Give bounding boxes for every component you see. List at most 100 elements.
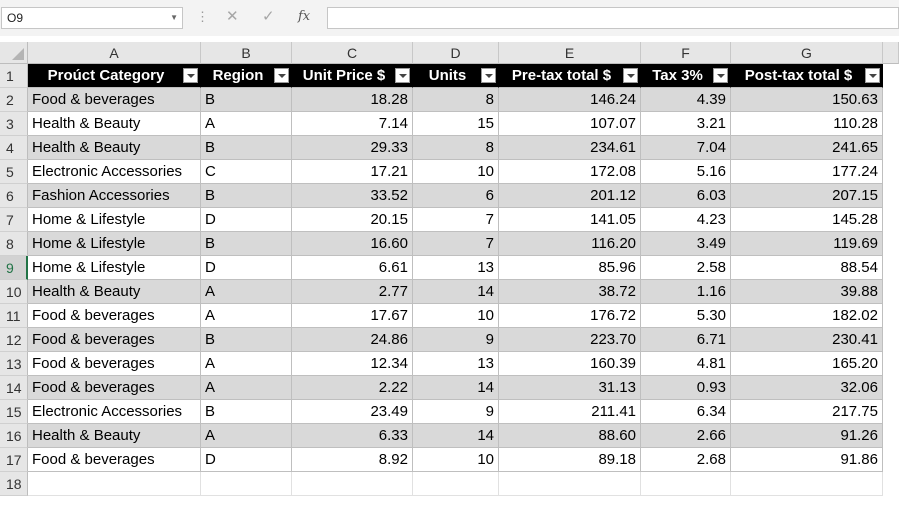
table-cell[interactable]: 176.72: [499, 304, 641, 328]
table-cell[interactable]: 223.70: [499, 328, 641, 352]
table-cell[interactable]: Home & Lifestyle: [28, 232, 201, 256]
column-header-d[interactable]: D: [413, 42, 499, 64]
table-cell[interactable]: 107.07: [499, 112, 641, 136]
cancel-icon[interactable]: ✕: [226, 8, 239, 25]
table-header-cell[interactable]: Tax 3%: [641, 64, 731, 88]
row-header-3[interactable]: 3: [0, 112, 28, 136]
filter-dropdown-icon[interactable]: [623, 68, 638, 83]
table-cell[interactable]: 6: [413, 184, 499, 208]
table-cell[interactable]: Food & beverages: [28, 448, 201, 472]
table-cell[interactable]: 17.67: [292, 304, 413, 328]
select-all-corner[interactable]: [0, 42, 28, 64]
table-cell[interactable]: 5.16: [641, 160, 731, 184]
table-cell[interactable]: D: [201, 208, 292, 232]
table-cell[interactable]: B: [201, 232, 292, 256]
table-cell[interactable]: Food & beverages: [28, 304, 201, 328]
table-cell[interactable]: A: [201, 112, 292, 136]
table-cell[interactable]: Food & beverages: [28, 352, 201, 376]
filter-dropdown-icon[interactable]: [713, 68, 728, 83]
table-cell[interactable]: C: [201, 160, 292, 184]
table-cell[interactable]: 14: [413, 424, 499, 448]
table-cell[interactable]: 150.63: [731, 88, 883, 112]
empty-cell[interactable]: [292, 472, 413, 496]
table-cell[interactable]: 10: [413, 448, 499, 472]
table-cell[interactable]: 207.15: [731, 184, 883, 208]
table-cell[interactable]: 24.86: [292, 328, 413, 352]
table-cell[interactable]: Health & Beauty: [28, 280, 201, 304]
table-cell[interactable]: Food & beverages: [28, 376, 201, 400]
table-cell[interactable]: 6.03: [641, 184, 731, 208]
empty-cell[interactable]: [499, 472, 641, 496]
table-cell[interactable]: 1.16: [641, 280, 731, 304]
table-cell[interactable]: 13: [413, 352, 499, 376]
table-cell[interactable]: 33.52: [292, 184, 413, 208]
table-cell[interactable]: 217.75: [731, 400, 883, 424]
table-cell[interactable]: 23.49: [292, 400, 413, 424]
column-header-g[interactable]: G: [731, 42, 883, 64]
table-cell[interactable]: 6.61: [292, 256, 413, 280]
table-cell[interactable]: Food & beverages: [28, 328, 201, 352]
table-cell[interactable]: 160.39: [499, 352, 641, 376]
table-cell[interactable]: 39.88: [731, 280, 883, 304]
table-cell[interactable]: 201.12: [499, 184, 641, 208]
row-header-6[interactable]: 6: [0, 184, 28, 208]
table-cell[interactable]: 14: [413, 376, 499, 400]
row-header-2[interactable]: 2: [0, 88, 28, 112]
row-header-15[interactable]: 15: [0, 400, 28, 424]
table-cell[interactable]: 110.28: [731, 112, 883, 136]
table-cell[interactable]: 20.15: [292, 208, 413, 232]
table-cell[interactable]: A: [201, 424, 292, 448]
column-header-b[interactable]: B: [201, 42, 292, 64]
row-header-13[interactable]: 13: [0, 352, 28, 376]
table-cell[interactable]: B: [201, 184, 292, 208]
table-cell[interactable]: A: [201, 304, 292, 328]
row-header-5[interactable]: 5: [0, 160, 28, 184]
table-cell[interactable]: 91.26: [731, 424, 883, 448]
table-cell[interactable]: Health & Beauty: [28, 136, 201, 160]
table-cell[interactable]: 16.60: [292, 232, 413, 256]
table-cell[interactable]: Food & beverages: [28, 88, 201, 112]
table-cell[interactable]: D: [201, 448, 292, 472]
column-header-f[interactable]: F: [641, 42, 731, 64]
empty-cell[interactable]: [201, 472, 292, 496]
table-cell[interactable]: 9: [413, 400, 499, 424]
insert-function-icon[interactable]: fx: [298, 9, 311, 24]
table-cell[interactable]: 32.06: [731, 376, 883, 400]
table-cell[interactable]: 38.72: [499, 280, 641, 304]
table-cell[interactable]: D: [201, 256, 292, 280]
row-header-17[interactable]: 17: [0, 448, 28, 472]
row-header-18[interactable]: 18: [0, 472, 28, 496]
table-cell[interactable]: 89.18: [499, 448, 641, 472]
table-cell[interactable]: 14: [413, 280, 499, 304]
table-cell[interactable]: 6.33: [292, 424, 413, 448]
table-cell[interactable]: 85.96: [499, 256, 641, 280]
empty-cell[interactable]: [413, 472, 499, 496]
table-cell[interactable]: 5.30: [641, 304, 731, 328]
table-cell[interactable]: 145.28: [731, 208, 883, 232]
table-cell[interactable]: 13: [413, 256, 499, 280]
table-header-cell[interactable]: Proúct Category: [28, 64, 201, 88]
row-header-12[interactable]: 12: [0, 328, 28, 352]
table-cell[interactable]: B: [201, 88, 292, 112]
table-cell[interactable]: 15: [413, 112, 499, 136]
empty-cell[interactable]: [28, 472, 201, 496]
table-cell[interactable]: 2.66: [641, 424, 731, 448]
table-cell[interactable]: Electronic Accessories: [28, 160, 201, 184]
table-cell[interactable]: 29.33: [292, 136, 413, 160]
empty-cell[interactable]: [641, 472, 731, 496]
table-cell[interactable]: 165.20: [731, 352, 883, 376]
table-cell[interactable]: 7.04: [641, 136, 731, 160]
table-cell[interactable]: Health & Beauty: [28, 424, 201, 448]
column-header-e[interactable]: E: [499, 42, 641, 64]
filter-dropdown-icon[interactable]: [274, 68, 289, 83]
table-cell[interactable]: B: [201, 328, 292, 352]
table-cell[interactable]: 119.69: [731, 232, 883, 256]
row-header-11[interactable]: 11: [0, 304, 28, 328]
table-cell[interactable]: B: [201, 400, 292, 424]
table-cell[interactable]: 234.61: [499, 136, 641, 160]
table-cell[interactable]: 172.08: [499, 160, 641, 184]
row-header-9[interactable]: 9: [0, 256, 28, 280]
table-cell[interactable]: Health & Beauty: [28, 112, 201, 136]
table-cell[interactable]: 6.34: [641, 400, 731, 424]
row-header-7[interactable]: 7: [0, 208, 28, 232]
